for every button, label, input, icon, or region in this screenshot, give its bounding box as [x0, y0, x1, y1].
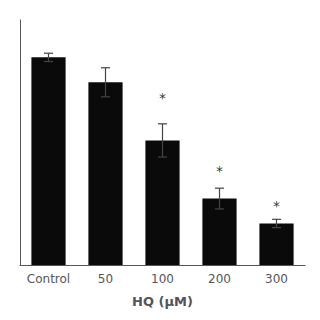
- svg-text:*: *: [273, 198, 280, 214]
- svg-text:100: 100: [151, 272, 174, 286]
- svg-text:*: *: [159, 90, 166, 106]
- svg-text:*: *: [216, 163, 223, 179]
- svg-text:Control: Control: [27, 272, 70, 286]
- svg-text:50: 50: [98, 272, 113, 286]
- svg-text:300: 300: [265, 272, 288, 286]
- svg-text:200: 200: [208, 272, 231, 286]
- svg-text:HQ (μM): HQ (μM): [132, 294, 193, 309]
